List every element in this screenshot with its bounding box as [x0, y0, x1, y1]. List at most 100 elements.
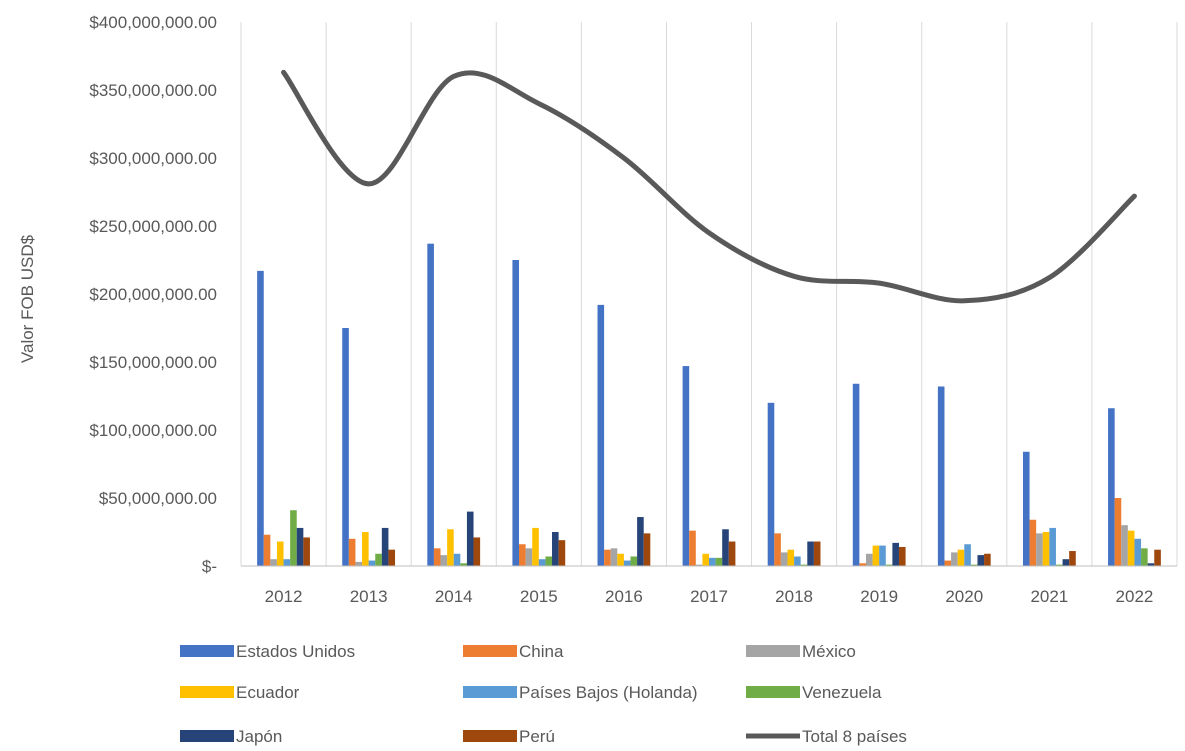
bar [460, 563, 467, 566]
x-tick-label: 2017 [690, 587, 728, 606]
y-tick-label: $350,000,000.00 [89, 81, 217, 100]
bar [643, 533, 651, 566]
bar [342, 328, 349, 566]
legend-item: Estados Unidos [180, 642, 355, 661]
bar [892, 542, 899, 566]
bar [1042, 532, 1050, 566]
legend-item: Países Bajos (Holanda) [463, 683, 698, 702]
bar [525, 548, 533, 566]
bar [879, 545, 886, 566]
legend-swatch [746, 686, 800, 698]
bar [852, 383, 860, 566]
y-tick-label: $100,000,000.00 [89, 421, 217, 440]
bar [689, 530, 696, 566]
bar [263, 534, 271, 566]
bar [257, 270, 264, 566]
bar [780, 552, 788, 566]
bar [715, 557, 723, 566]
y-tick-label: $400,000,000.00 [89, 13, 217, 32]
x-tick-label: 2013 [350, 587, 388, 606]
x-tick-label: 2018 [775, 587, 813, 606]
legend-item: China [463, 642, 564, 661]
bar [1141, 548, 1148, 566]
bar [977, 555, 985, 566]
bar [276, 541, 284, 566]
legend-item: Ecuador [180, 683, 300, 702]
bar [984, 553, 991, 566]
bar [440, 555, 448, 566]
bar [1022, 451, 1030, 566]
bar [447, 529, 454, 566]
y-tick-label: $300,000,000.00 [89, 149, 217, 168]
legend-item: Japón [180, 727, 282, 746]
bar [774, 533, 781, 566]
bar [1114, 498, 1122, 566]
bar [813, 541, 821, 566]
legend-label: Estados Unidos [236, 642, 355, 661]
bar [532, 527, 539, 566]
gridlines [240, 22, 1178, 566]
bars [257, 243, 1161, 566]
bar [728, 541, 736, 566]
legend-swatch [180, 645, 234, 657]
total-line [281, 69, 1137, 304]
bar [348, 538, 356, 566]
total-line-layer [281, 69, 1137, 304]
bar [1147, 563, 1155, 566]
bar [545, 556, 553, 566]
legend: Estados Unidos China México Ecuador Países B… [180, 642, 907, 746]
bar [970, 564, 978, 566]
bar [885, 564, 893, 566]
x-tick-label: 2022 [1116, 587, 1154, 606]
bar [898, 546, 906, 566]
legend-item: Total 8 países [746, 727, 907, 746]
x-tick-label: 2019 [860, 587, 898, 606]
y-tick-label: $200,000,000.00 [89, 285, 217, 304]
bar [1134, 538, 1142, 566]
bar [1108, 408, 1115, 566]
y-axis-title: Valor FOB USD$ [18, 234, 37, 363]
y-tick-label: $- [202, 557, 217, 576]
y-tick-label: $50,000,000.00 [99, 489, 217, 508]
bar [1121, 525, 1128, 566]
bar [767, 402, 775, 566]
bar [623, 560, 631, 566]
legend-swatch [180, 686, 234, 698]
bar [800, 564, 808, 566]
legend-label: Japón [236, 727, 282, 746]
legend-label: Países Bajos (Holanda) [519, 683, 698, 702]
bar [944, 560, 952, 566]
bar [951, 552, 958, 566]
legend-swatch [463, 730, 517, 742]
bar [362, 532, 369, 566]
bar [722, 529, 729, 566]
bar [859, 563, 866, 566]
legend-item: Perú [463, 727, 555, 746]
x-tick-label: 2020 [945, 587, 983, 606]
bar [637, 517, 644, 566]
bar [290, 510, 297, 566]
bar [865, 553, 873, 566]
bar [709, 557, 716, 566]
bar [270, 559, 277, 566]
x-tick-label: 2014 [435, 587, 473, 606]
bar [375, 553, 382, 566]
bar [538, 559, 546, 566]
bar [872, 545, 880, 566]
bar [427, 243, 434, 566]
bar [355, 561, 363, 566]
legend-item: México [746, 642, 856, 661]
legend-swatch [746, 645, 800, 657]
x-tick-label: 2012 [265, 587, 303, 606]
bar [1029, 519, 1037, 566]
bar [695, 564, 703, 566]
bar [957, 549, 965, 566]
bar [473, 537, 481, 566]
legend-swatch [180, 730, 234, 742]
bar [597, 304, 605, 566]
bar [388, 549, 396, 566]
bar [630, 556, 638, 566]
legend-swatch [463, 686, 517, 698]
